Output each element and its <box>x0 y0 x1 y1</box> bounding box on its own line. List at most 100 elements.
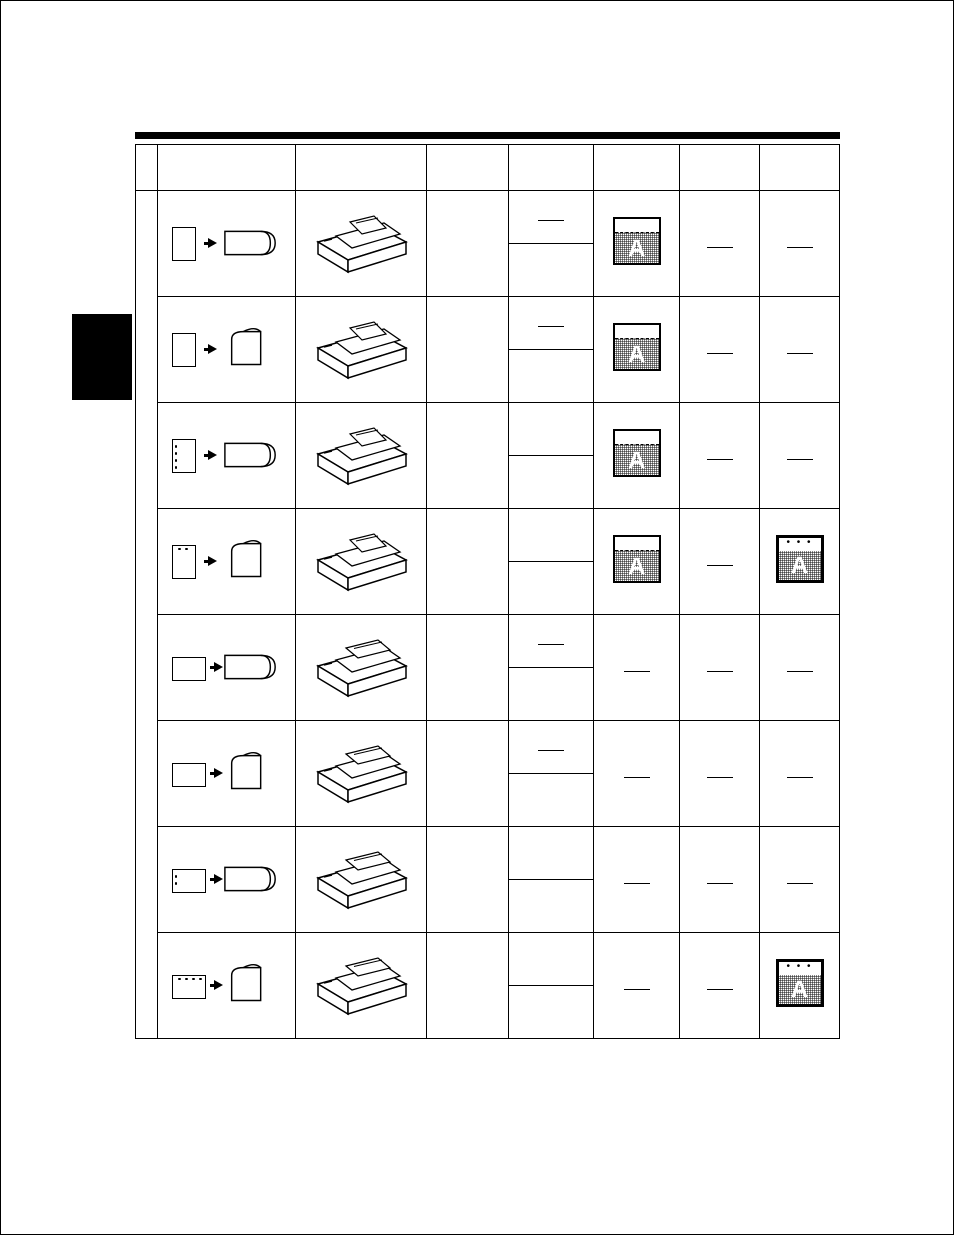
dash-icon <box>787 671 813 672</box>
dash-icon <box>624 777 650 778</box>
c5-cell <box>594 827 680 933</box>
a-tile-icon: A <box>613 323 661 371</box>
dash-icon <box>624 989 650 990</box>
c6-cell <box>680 721 760 827</box>
col3-cell <box>426 509 508 615</box>
table-row: A <box>136 191 840 244</box>
printer-cell <box>295 403 426 509</box>
col4-top-cell <box>508 297 594 350</box>
col4-top-cell <box>508 933 594 986</box>
col4-top-cell <box>508 721 594 774</box>
col3-cell <box>426 827 508 933</box>
orientation-icon <box>166 847 286 907</box>
printer-cell <box>295 615 426 721</box>
col4-top-cell <box>508 191 594 244</box>
col3-cell <box>426 403 508 509</box>
c6-cell <box>680 191 760 297</box>
c6-cell <box>680 297 760 403</box>
printer-cell <box>295 297 426 403</box>
col4-bottom-cell <box>508 986 594 1039</box>
dash-icon <box>624 671 650 672</box>
table-row: A <box>136 297 840 350</box>
a-tile-dots-icon: A <box>776 535 824 583</box>
a-tile-dots-icon: A <box>776 959 824 1007</box>
table-row: A A <box>136 509 840 562</box>
col4-top-cell <box>508 509 594 562</box>
c6-cell <box>680 615 760 721</box>
orientation-icon <box>166 211 286 271</box>
dash-icon <box>707 883 733 884</box>
dash-icon <box>538 326 564 327</box>
c7-cell <box>760 403 840 509</box>
col3-cell <box>426 191 508 297</box>
col4-top-cell <box>508 403 594 456</box>
c5-cell <box>594 721 680 827</box>
table-row: A <box>136 403 840 456</box>
c5-cell <box>594 615 680 721</box>
table-header <box>508 145 594 191</box>
orientation-icon <box>166 529 286 589</box>
printer-icon <box>306 524 416 594</box>
side-tab <box>72 314 132 400</box>
orientation-cell <box>157 297 295 403</box>
row-group-label <box>136 191 158 1039</box>
table-header <box>680 145 760 191</box>
orientation-icon <box>166 635 286 695</box>
c5-cell: A <box>594 403 680 509</box>
table-header <box>426 145 508 191</box>
dash-icon <box>538 750 564 751</box>
col3-cell <box>426 297 508 403</box>
printer-icon <box>306 418 416 488</box>
table-header <box>594 145 680 191</box>
dash-icon <box>787 353 813 354</box>
orientation-icon <box>166 317 286 377</box>
c7-cell <box>760 827 840 933</box>
a-tile-icon: A <box>613 217 661 265</box>
dash-icon <box>538 644 564 645</box>
orientation-icon <box>166 423 286 483</box>
table-row: A <box>136 933 840 986</box>
c6-cell <box>680 933 760 1039</box>
section-rule <box>135 132 840 139</box>
c7-cell <box>760 615 840 721</box>
table-row <box>136 721 840 774</box>
orientation-icon <box>166 741 286 801</box>
printer-cell <box>295 509 426 615</box>
c7-cell <box>760 297 840 403</box>
c5-cell: A <box>594 297 680 403</box>
dash-icon <box>707 459 733 460</box>
dash-icon <box>787 247 813 248</box>
dash-icon <box>707 353 733 354</box>
c5-cell: A <box>594 509 680 615</box>
orientation-cell <box>157 933 295 1039</box>
dash-icon <box>707 671 733 672</box>
c7-cell <box>760 191 840 297</box>
table-header <box>157 145 295 191</box>
printer-cell <box>295 721 426 827</box>
dash-icon <box>538 220 564 221</box>
printer-icon <box>306 948 416 1018</box>
orientation-cell <box>157 827 295 933</box>
col3-cell <box>426 615 508 721</box>
c5-cell: A <box>594 191 680 297</box>
c7-cell <box>760 721 840 827</box>
col4-top-cell <box>508 827 594 880</box>
col4-bottom-cell <box>508 456 594 509</box>
table-row <box>136 615 840 668</box>
printer-icon <box>306 842 416 912</box>
c6-cell <box>680 509 760 615</box>
printer-icon <box>306 736 416 806</box>
table-header <box>760 145 840 191</box>
dash-icon <box>707 565 733 566</box>
table-header-row <box>136 145 840 191</box>
dash-icon <box>624 883 650 884</box>
c6-cell <box>680 403 760 509</box>
orientation-cell <box>157 615 295 721</box>
orientation-table: A A <box>135 144 840 1039</box>
c6-cell <box>680 827 760 933</box>
printer-cell <box>295 191 426 297</box>
col4-bottom-cell <box>508 880 594 933</box>
orientation-cell <box>157 721 295 827</box>
orientation-cell <box>157 403 295 509</box>
dash-icon <box>787 777 813 778</box>
